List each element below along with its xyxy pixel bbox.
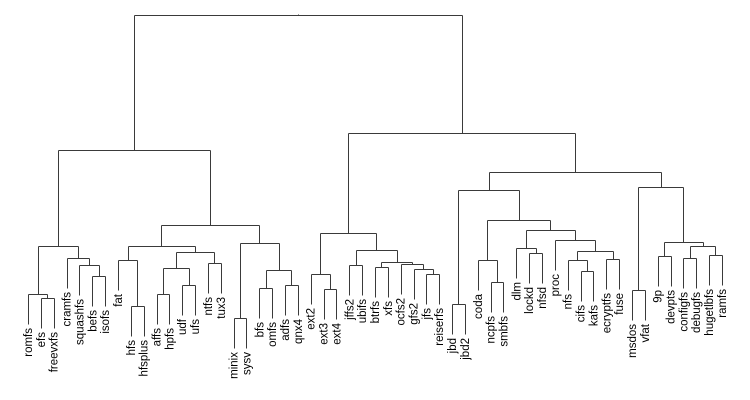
leaf-label: tux3: [216, 297, 228, 319]
leaf-label: adfs: [280, 319, 292, 341]
leaf-label: ubifs: [357, 299, 369, 324]
leaf-label: affs: [152, 328, 164, 347]
leaf-label: udf: [177, 318, 189, 335]
leaf-label: ncpfs: [486, 316, 498, 344]
leaf-label: cramfs: [62, 292, 74, 327]
leaf-label: jbd: [447, 338, 459, 354]
leaf-label: debugfs: [691, 292, 703, 333]
leaf-label: fat: [113, 293, 125, 307]
leaf-label: ecryptfs: [601, 293, 613, 334]
leaf-label: dlm: [511, 282, 523, 301]
leaf-label: ext2: [306, 308, 318, 330]
leaf-label: jbd2: [460, 338, 472, 361]
leaf-label: bfs: [254, 322, 266, 338]
leaf-label: ocfs2: [396, 298, 408, 326]
leaf-label: omfs: [267, 322, 279, 347]
leaf-label: hugetlbfs: [704, 289, 716, 336]
leaf-label: nfs: [563, 294, 575, 310]
leaf-label: xfs: [383, 301, 395, 316]
leaf-label: squashfs: [74, 299, 86, 345]
leaf-label: hfs: [126, 340, 138, 356]
leaf-label: romfs: [23, 328, 35, 357]
leaf-label: ntfs: [203, 297, 215, 316]
leaf-label: reiserfs: [434, 308, 446, 346]
leaf-label: lockd: [524, 287, 536, 314]
leaf-label: vfat: [640, 323, 652, 342]
leaf-label: efs: [36, 332, 48, 348]
leaf-label: ufs: [190, 319, 202, 335]
leaf-label: smbfs: [498, 316, 510, 347]
leaf-label: ramfs: [717, 289, 729, 318]
leaf-label: kafs: [588, 305, 600, 326]
leaf-label: devpts: [666, 290, 678, 324]
leaf-label: msdos: [627, 324, 639, 358]
leaf-label: coda: [473, 293, 485, 319]
leaf-label: sysv: [241, 352, 253, 375]
leaf-label: btrfs: [370, 301, 382, 324]
leaf-label: qnx4: [293, 318, 305, 344]
leaf-label: hfsplus: [139, 340, 151, 377]
leaf-label: proc: [550, 274, 562, 297]
leaf-label: nfsd: [537, 287, 549, 309]
leaf-label: ext4: [331, 322, 343, 344]
leaf-label: freevxfs: [49, 332, 61, 373]
leaf-label: gfs2: [409, 303, 421, 325]
leaf-label: isofs: [100, 310, 112, 334]
leaf-label: jffs2: [344, 299, 356, 321]
leaf-label: 9p: [653, 290, 665, 303]
leaf-label: hpfs: [164, 328, 176, 350]
leaf-label: befs: [87, 310, 99, 332]
leaf-label: cifs: [576, 305, 588, 323]
leaf-label: jfs: [421, 308, 433, 321]
leaf-label: fuse: [614, 293, 626, 315]
leaf-label: ext3: [319, 323, 331, 345]
leaf-label: minix: [229, 352, 241, 379]
leaf-label: configfs: [678, 292, 690, 332]
